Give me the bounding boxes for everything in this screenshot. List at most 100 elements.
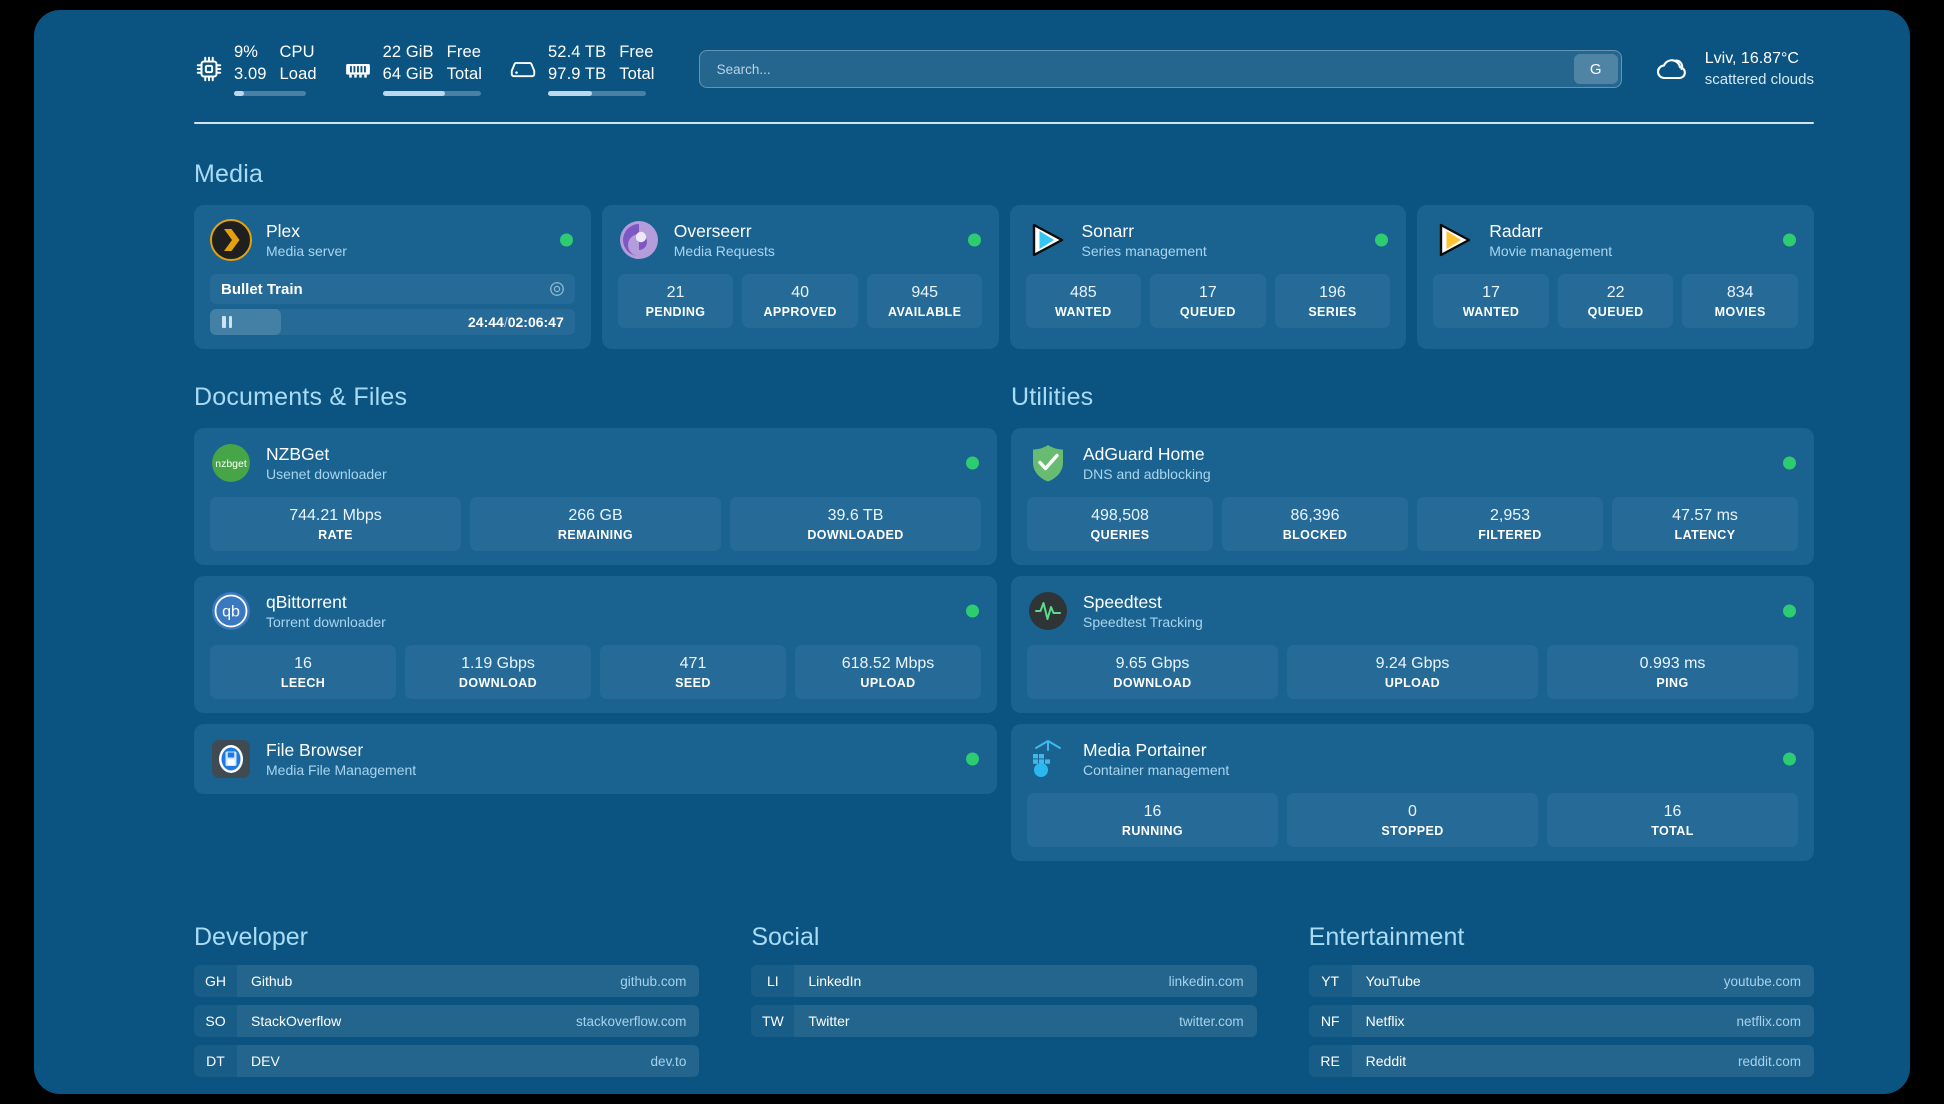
card-header: Media Portainer Container management [1027, 738, 1798, 780]
card-stats-row: 9.65 Gbps DOWNLOAD 9.24 Gbps UPLOAD 0.99… [1027, 645, 1798, 699]
card-title: Plex [266, 220, 301, 241]
card-subtitle: Usenet downloader [266, 466, 387, 483]
service-card-overseerr[interactable]: Overseerr Media Requests 21 PENDING 40 A… [601, 205, 999, 349]
bookmark-item[interactable]: TW Twitter twitter.com [751, 1005, 1257, 1037]
stat-value: 834 [1726, 284, 1754, 301]
status-badge [966, 604, 979, 618]
disk-label-top: Free [619, 43, 654, 62]
stat-value: 22 [1606, 284, 1625, 301]
stat-cell: 21 PENDING [617, 274, 734, 328]
weather-widget[interactable]: Lviv, 16.87°C scattered clouds [1652, 48, 1814, 89]
stat-cell: 498,508 QUERIES [1027, 497, 1213, 551]
service-card-speedtest[interactable]: Speedtest Speedtest Tracking 9.65 Gbps D… [1011, 576, 1814, 713]
cloud-icon [1652, 52, 1692, 86]
bookmark-item[interactable]: DT DEV dev.to [194, 1045, 700, 1077]
service-card-plex[interactable]: Plex Media server Bullet Train [194, 205, 591, 349]
memory-value-bottom: 64 GiB [382, 64, 434, 83]
card-header: File Browser Media File Management [210, 738, 981, 780]
status-badge [1375, 233, 1389, 247]
stat-value: 16 [1663, 803, 1682, 820]
service-card-nzbget[interactable]: nzbget NZBGet Usenet downloader 74 [194, 428, 997, 565]
duration-time: 02:06:47 [507, 314, 564, 330]
card-header: Overseerr Media Requests [618, 219, 983, 261]
bookmark-group-title: Social [751, 923, 820, 951]
stat-label: QUEUED [1179, 305, 1236, 319]
dashboard-page: 9% 3.09 CPU Load [34, 10, 1910, 1094]
stat-cell: 0 STOPPED [1287, 793, 1538, 847]
pause-icon[interactable] [222, 316, 232, 328]
stat-value: 17 [1482, 284, 1500, 301]
stat-value: 40 [791, 284, 810, 301]
search-input[interactable] [698, 50, 1622, 88]
bookmark-item[interactable]: SO StackOverflow stackoverflow.com [194, 1005, 700, 1037]
disk-icon [508, 54, 538, 84]
card-title: File Browser [266, 739, 364, 760]
service-card-media-portainer[interactable]: Media Portainer Container management 16 … [1011, 724, 1814, 861]
bookmark-main: Reddit reddit.com [1351, 1045, 1814, 1077]
service-card-sonarr[interactable]: Sonarr Series management 485 WANTED 17 Q… [1009, 205, 1407, 349]
card-header: qb qBittorrent Torrent downloader [210, 590, 981, 632]
svg-text:nzbget: nzbget [215, 458, 247, 470]
stat-value: 17 [1198, 284, 1217, 301]
memory-stat-body: 22 GiB 64 GiB Free Total [382, 42, 482, 96]
bookmark-item[interactable]: GH Github github.com [194, 965, 700, 997]
cpu-stat-body: 9% 3.09 CPU Load [234, 42, 317, 96]
section-title-utilities: Utilities [1011, 383, 1094, 411]
search-provider-button[interactable]: G [1573, 54, 1618, 84]
google-g-icon: G [1589, 60, 1602, 78]
disk-value-top: 52.4 TB [548, 43, 607, 62]
bookmark-item[interactable]: YT YouTube youtube.com [1308, 965, 1814, 997]
bookmark-abbr: GH [194, 965, 237, 997]
service-card-qbittorrent[interactable]: qb qBittorrent Torrent downloader [194, 576, 997, 713]
stat-cell: 86,396 BLOCKED [1222, 497, 1408, 551]
card-subtitle: Series management [1081, 243, 1207, 260]
stat-label: PENDING [645, 305, 706, 319]
bookmark-name: StackOverflow [251, 1013, 342, 1029]
lower-columns: Documents & Files nzbget [194, 383, 1814, 861]
stat-value: 0.993 ms [1639, 655, 1706, 672]
bookmark-name: DEV [251, 1053, 280, 1069]
card-header: Plex Media server [210, 219, 575, 261]
stat-cell: 16 LEECH [210, 645, 396, 699]
bookmarks-grid: Developer GH Github github.com SO StackO… [194, 923, 1814, 1077]
stat-label: UPLOAD [860, 676, 916, 690]
bookmark-abbr: LI [751, 965, 795, 997]
stat-cell: 16 TOTAL [1547, 793, 1798, 847]
card-subtitle: Media server [266, 243, 347, 260]
documents-column: Documents & Files nzbget [194, 383, 997, 861]
bookmark-item[interactable]: NF Netflix netflix.com [1308, 1005, 1814, 1037]
stat-value: 2,953 [1489, 507, 1531, 524]
card-stats-row: 17 WANTED 22 QUEUED 834 MOVIES [1433, 274, 1798, 328]
service-card-radarr[interactable]: Radarr Movie management 17 WANTED 22 QUE… [1417, 205, 1814, 349]
bookmark-name: LinkedIn [808, 973, 862, 989]
bookmark-item[interactable]: LI LinkedIn linkedin.com [751, 965, 1257, 997]
bookmark-url: reddit.com [1737, 1053, 1801, 1069]
bookmark-abbr: TW [751, 1005, 795, 1037]
stat-cell: 9.65 Gbps DOWNLOAD [1027, 645, 1278, 699]
stat-cell: 945 AVAILABLE [866, 274, 983, 328]
gear-icon[interactable] [549, 281, 565, 297]
stat-value: 21 [666, 284, 685, 301]
stat-cell: 196 SERIES [1274, 274, 1391, 328]
bookmark-name: Github [251, 973, 293, 989]
stat-value: 471 [679, 655, 707, 672]
now-playing-progress-row[interactable]: 24:44/02:06:47 [210, 309, 575, 335]
plex-icon [210, 219, 252, 261]
card-names: Plex Media server [266, 220, 347, 261]
service-card-file-browser[interactable]: File Browser Media File Management [194, 724, 997, 794]
service-card-adguard-home[interactable]: AdGuard Home DNS and adblocking 498,508 … [1011, 428, 1814, 565]
stat-value: 266 GB [568, 507, 623, 524]
stat-label: RUNNING [1121, 824, 1184, 838]
now-playing-time: 24:44/02:06:47 [468, 314, 575, 330]
stat-cell: 618.52 Mbps UPLOAD [795, 645, 981, 699]
card-title: Overseerr [673, 220, 752, 241]
card-subtitle: Media File Management [266, 762, 417, 779]
bookmark-group-title: Entertainment [1308, 923, 1465, 951]
card-title: Sonarr [1081, 220, 1135, 241]
memory-stat: 22 GiB 64 GiB Free Total [343, 42, 482, 96]
stat-value: 498,508 [1091, 507, 1149, 524]
stat-value: 9.65 Gbps [1115, 655, 1190, 672]
bookmark-item[interactable]: RE Reddit reddit.com [1308, 1045, 1814, 1077]
card-stats-row: 498,508 QUERIES 86,396 BLOCKED 2,953 FIL… [1027, 497, 1798, 551]
bookmark-url: dev.to [650, 1053, 687, 1069]
